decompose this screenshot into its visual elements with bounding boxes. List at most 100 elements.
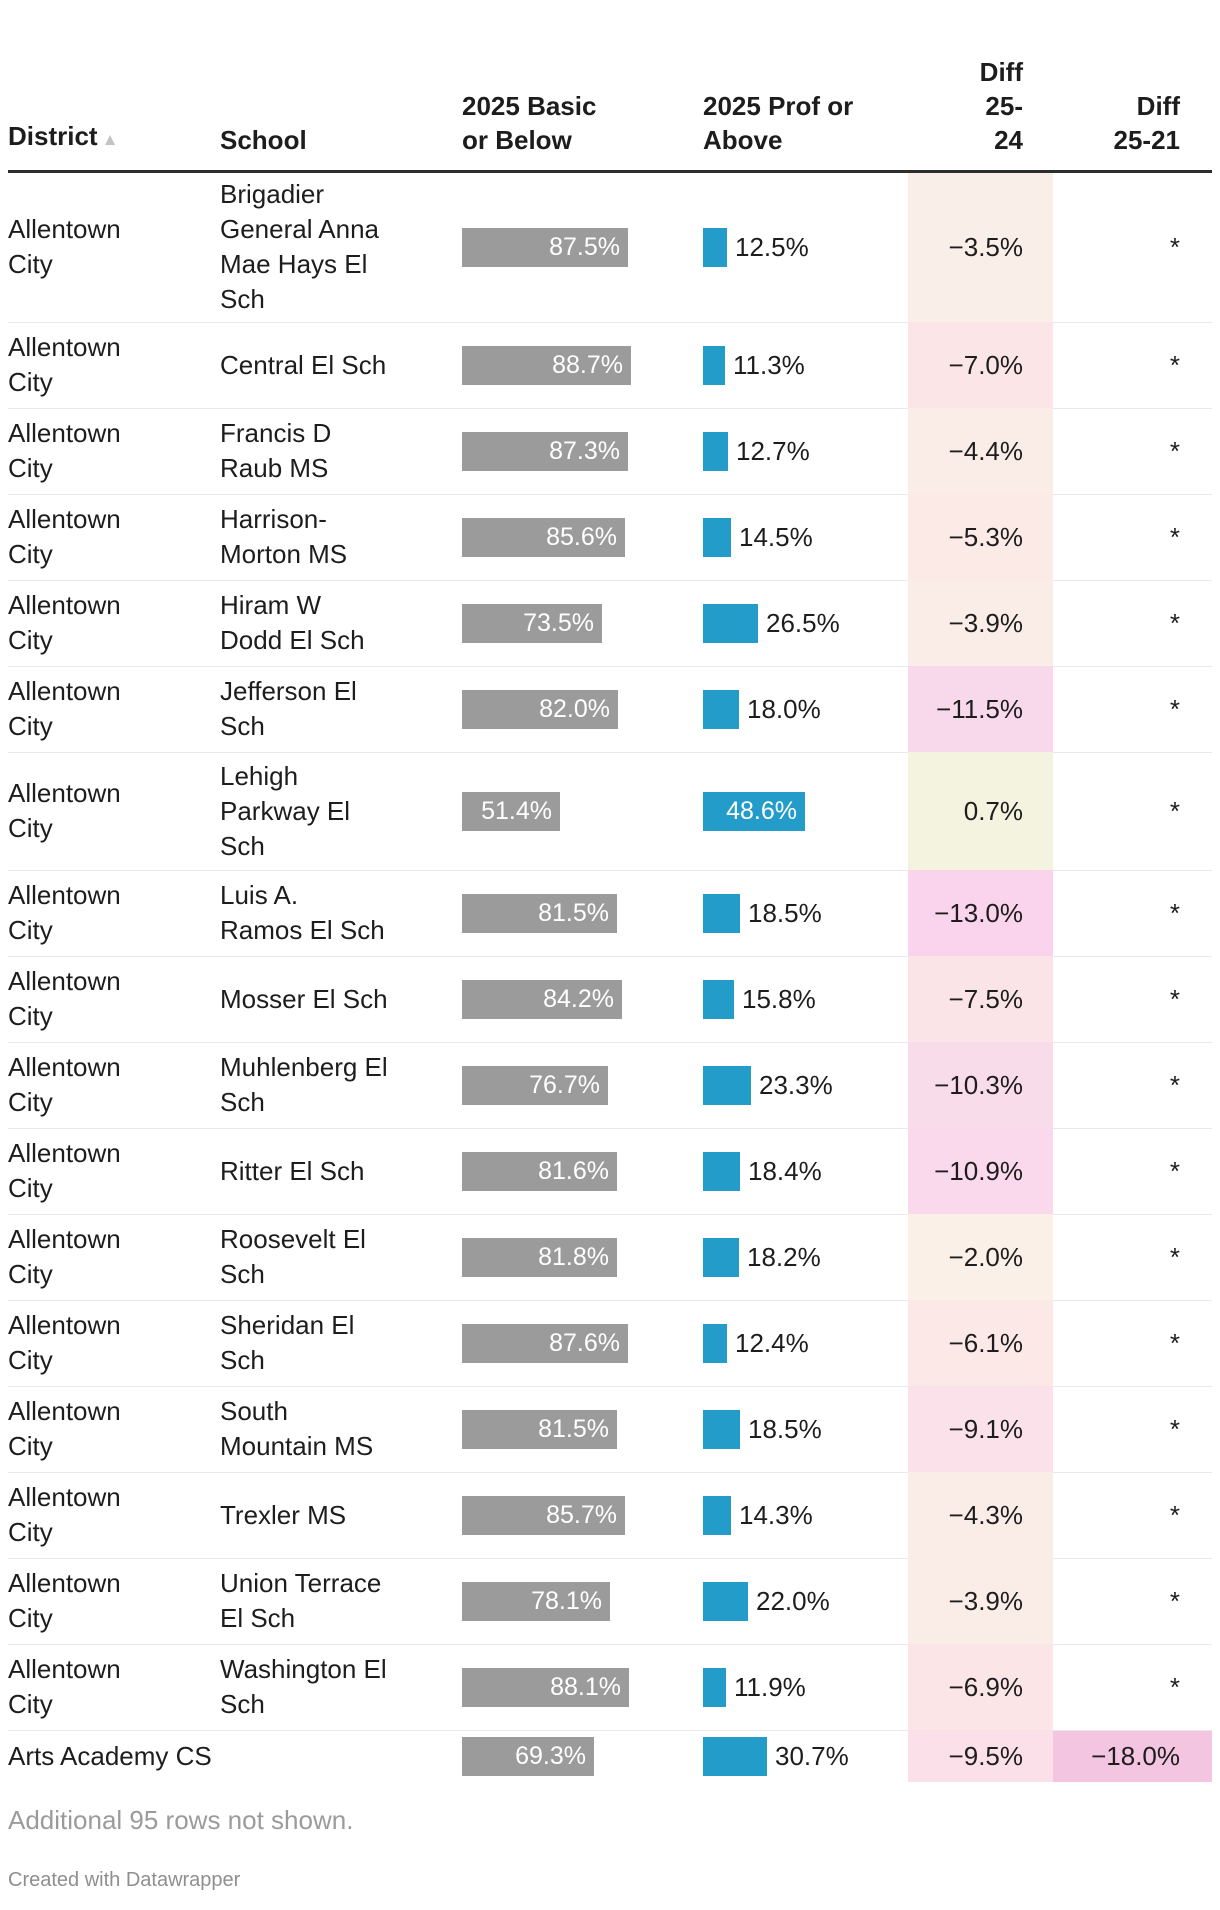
- prof-bar-cell: 12.5%: [696, 171, 908, 323]
- district-cell: Allentown City: [8, 752, 220, 871]
- district-cell: Arts Academy CS: [8, 1730, 220, 1782]
- district-label: Allentown City: [8, 1396, 121, 1461]
- basic-bar: 87.3%: [462, 431, 628, 471]
- district-label: Allentown City: [8, 1568, 121, 1633]
- school-cell: Lehigh Parkway El Sch: [220, 752, 455, 871]
- prof-bar: [703, 689, 739, 729]
- diff-25-21-cell: *: [1053, 1644, 1212, 1731]
- diff-25-24-cell: −2.0%: [908, 1214, 1053, 1300]
- table-row: Allentown City Central El Sch 88.7% 11.3% −7…: [8, 322, 1212, 409]
- diff-25-24-cell: −10.9%: [908, 1128, 1053, 1214]
- district-cell: Allentown City: [8, 494, 220, 581]
- prof-bar-cell: 18.4%: [696, 1128, 908, 1215]
- district-label: Arts Academy CS: [8, 1740, 212, 1771]
- prof-bar-cell: 11.9%: [696, 1644, 908, 1731]
- basic-bar-label: 88.1%: [550, 1672, 621, 1701]
- basic-bar-cell: 82.0%: [455, 666, 696, 753]
- basic-bar: 87.6%: [462, 1323, 628, 1363]
- diff-25-24-cell: −6.1%: [908, 1300, 1053, 1386]
- basic-bar-cell: 76.7%: [455, 1042, 696, 1129]
- basic-bar: 88.1%: [462, 1667, 629, 1707]
- school-label: Trexler MS: [220, 1499, 347, 1530]
- school-label: South Mountain MS: [220, 1396, 374, 1461]
- col-header-school[interactable]: School: [220, 0, 455, 173]
- prof-bar-cell: 22.0%: [696, 1558, 908, 1645]
- basic-bar-label: 73.5%: [523, 608, 594, 637]
- prof-bar-label: 22.0%: [756, 1585, 830, 1616]
- col-header-basic[interactable]: 2025 Basic or Below: [455, 0, 696, 173]
- prof-bar: [703, 1323, 727, 1363]
- diff-25-21-cell: *: [1053, 580, 1212, 667]
- prof-bar: [703, 1667, 726, 1707]
- district-cell: Allentown City: [8, 1042, 220, 1129]
- col-header-prof[interactable]: 2025 Prof or Above: [696, 0, 908, 173]
- basic-bar-label: 88.7%: [552, 350, 623, 379]
- diff-25-24-cell: −3.9%: [908, 580, 1053, 666]
- school-cell: Trexler MS: [220, 1472, 455, 1559]
- basic-bar-cell: 81.8%: [455, 1214, 696, 1301]
- prof-bar-cell: 12.7%: [696, 408, 908, 495]
- diff-25-21-cell: *: [1053, 322, 1212, 409]
- datawrapper-credit[interactable]: Created with Datawrapper: [8, 1869, 241, 1891]
- basic-bar-label: 87.3%: [549, 436, 620, 465]
- basic-bar-cell: 85.6%: [455, 494, 696, 581]
- basic-bar-cell: 69.3%: [455, 1730, 696, 1782]
- diff-25-21-cell: *: [1053, 956, 1212, 1043]
- school-cell: Muhlenberg El Sch: [220, 1042, 455, 1129]
- table-row: Allentown City Washington El Sch 88.1% 11.9…: [8, 1644, 1212, 1731]
- diff-25-24-cell: −3.5%: [908, 171, 1053, 322]
- basic-bar-label: 82.0%: [539, 694, 610, 723]
- district-cell: Allentown City: [8, 1386, 220, 1473]
- prof-bar-cell: 18.2%: [696, 1214, 908, 1301]
- prof-bar-label: 30.7%: [775, 1740, 849, 1771]
- school-cell: Jefferson El Sch: [220, 666, 455, 753]
- col-header-district[interactable]: District ▲: [8, 0, 220, 173]
- basic-bar-label: 87.5%: [549, 232, 620, 261]
- table-row: Allentown City Mosser El Sch 84.2% 15.8% −7.…: [8, 956, 1212, 1043]
- prof-bar-cell: 18.0%: [696, 666, 908, 753]
- prof-bar: [703, 517, 731, 557]
- school-cell: Hiram W Dodd El Sch: [220, 580, 455, 667]
- district-label: Allentown City: [8, 1310, 121, 1375]
- prof-bar: [703, 227, 727, 267]
- basic-bar-cell: 81.5%: [455, 870, 696, 957]
- table-row: Allentown City Ritter El Sch 81.6% 18.4% −10…: [8, 1128, 1212, 1215]
- prof-bar-cell: 23.3%: [696, 1042, 908, 1129]
- col-header-diff-25-21[interactable]: Diff 25-21: [1053, 0, 1212, 173]
- school-cell: Washington El Sch: [220, 1644, 455, 1731]
- diff-25-21-cell: −18.0%: [1053, 1730, 1212, 1782]
- prof-bar-label: 48.6%: [726, 796, 797, 825]
- table-row: Allentown City Harrison- Morton MS 85.6% 14…: [8, 494, 1212, 581]
- diff-25-24-cell: −10.3%: [908, 1042, 1053, 1128]
- prof-bar-label: 15.8%: [742, 983, 816, 1014]
- basic-bar-label: 69.3%: [515, 1741, 586, 1770]
- school-label: Roosevelt El Sch: [220, 1224, 366, 1289]
- prof-bar-cell: 14.5%: [696, 494, 908, 581]
- district-cell: Allentown City: [8, 1558, 220, 1645]
- prof-bar-label: 18.2%: [747, 1241, 821, 1272]
- school-cell: [220, 1730, 455, 1782]
- rows-note: Additional 95 rows not shown.: [8, 1805, 354, 1835]
- diff-25-21-cell: *: [1053, 408, 1212, 495]
- district-cell: Allentown City: [8, 171, 220, 323]
- diff-25-21-cell: *: [1053, 1128, 1212, 1215]
- col-header-diff-25-24[interactable]: Diff 25- 24: [908, 0, 1053, 173]
- basic-bar-cell: 73.5%: [455, 580, 696, 667]
- header-row: District ▲ School 2025 Basic or Below 202…: [8, 0, 1212, 173]
- diff-25-21-cell: *: [1053, 1558, 1212, 1645]
- school-cell: Francis D Raub MS: [220, 408, 455, 495]
- prof-bar: [703, 1495, 731, 1535]
- district-cell: Allentown City: [8, 580, 220, 667]
- diff-25-24-cell: −13.0%: [908, 870, 1053, 956]
- diff-25-21-cell: *: [1053, 666, 1212, 753]
- prof-bar-cell: 12.4%: [696, 1300, 908, 1387]
- prof-bar: [703, 1065, 751, 1105]
- prof-bar: [703, 1151, 740, 1191]
- basic-bar-label: 78.1%: [531, 1586, 602, 1615]
- prof-bar-label: 11.3%: [733, 349, 805, 380]
- basic-bar: 87.5%: [462, 227, 628, 267]
- basic-bar-label: 84.2%: [543, 984, 614, 1013]
- basic-bar: 85.7%: [462, 1495, 625, 1535]
- prof-bar-label: 12.7%: [736, 435, 810, 466]
